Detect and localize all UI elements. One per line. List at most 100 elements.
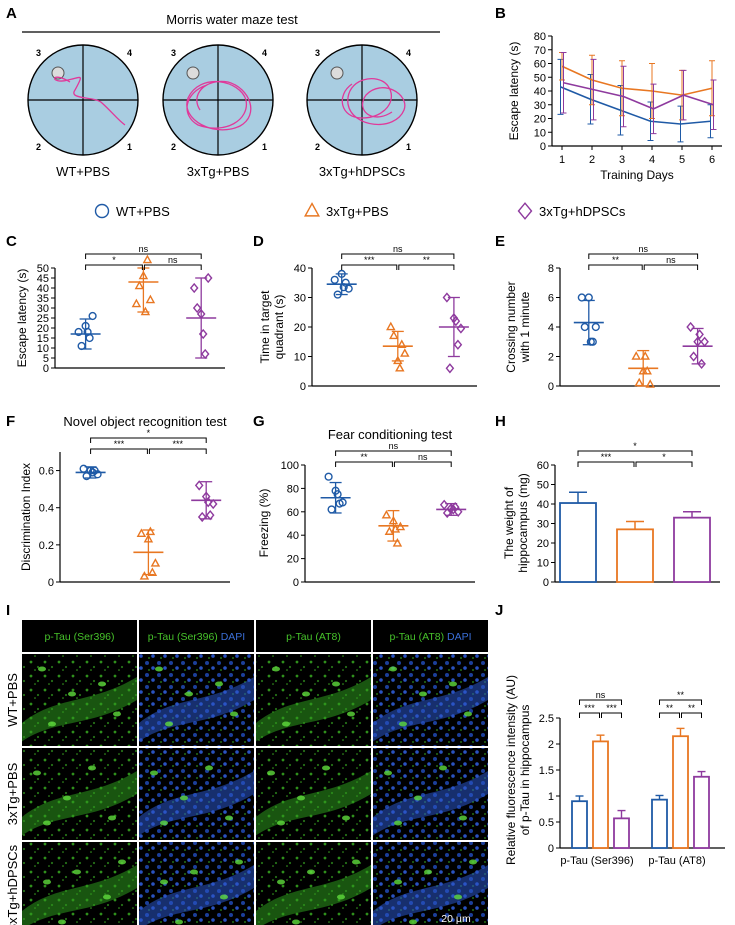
chart-b-ylabel: Escape latency (s) bbox=[507, 42, 521, 141]
micro-tau-signal bbox=[230, 711, 238, 717]
chart-f-y-tick-label: 0 bbox=[48, 577, 54, 589]
chart-f-data-point bbox=[82, 472, 91, 481]
chart-c-data-point bbox=[198, 328, 208, 340]
chart-c-data-point bbox=[200, 348, 210, 360]
micro-tau-signal bbox=[352, 859, 360, 865]
micro-tau-signal bbox=[160, 820, 168, 826]
chart-c-y-tick-label: 15 bbox=[37, 333, 49, 345]
chart-c-data-point bbox=[192, 302, 202, 314]
chart-j-y-tick-label: 2.5 bbox=[539, 713, 554, 725]
legend-marker-diamond bbox=[517, 202, 533, 220]
micro-tau-signal bbox=[225, 815, 233, 821]
chart-c-y-tick-label: 50 bbox=[37, 263, 49, 275]
chart-c-data-point bbox=[77, 341, 86, 351]
maze-title: Morris water maze test bbox=[166, 12, 298, 27]
chart-e-data-point bbox=[591, 322, 600, 332]
chart-e-data-point bbox=[700, 336, 709, 347]
chart-e-y-tick-label: 2 bbox=[548, 352, 554, 364]
micro-cell-layer bbox=[139, 771, 254, 836]
chart-g-ylabel: Freezing (%) bbox=[257, 489, 271, 558]
chart-h-sig-bracket bbox=[577, 461, 635, 467]
micro-tau-signal bbox=[332, 681, 340, 687]
chart-g-data-point bbox=[439, 499, 449, 510]
micro-tau-signal bbox=[322, 765, 330, 771]
chart-e-data-point bbox=[631, 351, 641, 360]
chart-e-y-tick-label: 6 bbox=[548, 293, 554, 305]
chart-f-data-point bbox=[197, 511, 207, 523]
chart-g-data-point bbox=[446, 503, 456, 514]
chart-d-ylabel: Time in targetquadrant (s) bbox=[258, 290, 286, 364]
chart-d-sig-label: ns bbox=[393, 244, 403, 254]
chart-g-y-tick-label: 80 bbox=[287, 483, 299, 495]
chart-h-sig-label: *** bbox=[601, 452, 612, 462]
maze-swim-trace bbox=[54, 76, 126, 126]
chart-j-bar bbox=[613, 817, 630, 849]
chart-c-data-point bbox=[140, 306, 151, 316]
chart-d-data-point bbox=[389, 330, 399, 340]
chart-e-data-point bbox=[640, 351, 650, 360]
panel-letter-i: I bbox=[6, 602, 10, 619]
panel-letter-b: B bbox=[495, 5, 506, 22]
chart-g-data-point bbox=[388, 515, 399, 525]
micro-tau-signal bbox=[165, 721, 173, 727]
micro-tau-signal bbox=[103, 894, 111, 900]
micro-header-cell bbox=[373, 620, 488, 652]
chart-h-sig-bracket bbox=[635, 461, 693, 467]
chart-f-sig-label: *** bbox=[114, 439, 125, 449]
micro-tau-signal bbox=[108, 815, 116, 821]
chart-d-data-point bbox=[453, 339, 463, 350]
micro-tau-signal bbox=[297, 795, 305, 801]
chart-f-data-point bbox=[203, 496, 213, 508]
micro-tau-signal bbox=[205, 765, 213, 771]
chart-c-data-point bbox=[145, 294, 156, 304]
chart-d-y-tick-label: 20 bbox=[294, 322, 306, 334]
chart-g-y-tick-label: 100 bbox=[281, 460, 299, 472]
chart-f-data-point bbox=[150, 558, 161, 567]
micro-tau-signal bbox=[215, 681, 223, 687]
chart-e-data-point bbox=[697, 358, 706, 370]
micro-cell-layer bbox=[256, 865, 371, 925]
micro-column-label: p-Tau (AT8) bbox=[286, 631, 341, 643]
micro-cell-layer bbox=[373, 771, 488, 836]
legend-marker-circle bbox=[94, 203, 110, 219]
maze-group-label: 3xTg+hDPSCs bbox=[319, 164, 406, 179]
chart-f-data-point bbox=[145, 526, 156, 536]
chart-d-y-tick-label: 0 bbox=[300, 381, 306, 393]
chart-e-data-point bbox=[693, 336, 702, 347]
chart-b-y-tick-label: 20 bbox=[534, 114, 546, 126]
micro-tau-signal bbox=[394, 820, 402, 826]
maze-quadrant-label: 3 bbox=[315, 48, 320, 58]
chart-j-y-tick-label: 0.5 bbox=[539, 817, 554, 829]
chart-d-y-tick-label: 30 bbox=[294, 293, 306, 305]
chart-b-series-line bbox=[561, 65, 713, 96]
chart-d-y-tick-label: 40 bbox=[294, 263, 306, 275]
chart-j-sig-label: ** bbox=[677, 690, 685, 700]
chart-b-y-tick-label: 30 bbox=[534, 100, 546, 112]
maze-pool: 3 4 2 1 3xTg+hDPSCs bbox=[306, 44, 418, 179]
chart-b-x-tick-label: 6 bbox=[709, 154, 715, 166]
micro-tau-signal bbox=[302, 691, 310, 697]
chart-e-data-point bbox=[577, 293, 586, 302]
chart-e-sig-label: ns bbox=[638, 244, 648, 254]
chart-f-data-point bbox=[147, 567, 158, 576]
chart-c-ylabel: Escape latency (s) bbox=[15, 269, 29, 368]
chart-g-data-point bbox=[384, 526, 395, 535]
chart-c-y-tick-label: 45 bbox=[37, 273, 49, 285]
chart-j-category-label: p-Tau (AT8) bbox=[648, 855, 705, 867]
chart-e-sig-label: ** bbox=[612, 255, 620, 265]
chart-b-y-tick-label: 70 bbox=[534, 45, 546, 57]
chart-e-sig-bracket bbox=[588, 264, 643, 270]
chart-b-y-tick-label: 50 bbox=[534, 72, 546, 84]
chart-d-data-point bbox=[341, 278, 350, 287]
chart-g-data-point bbox=[448, 504, 458, 515]
chart-g-title: Fear conditioning test bbox=[328, 427, 453, 442]
chart-j-sig-label: *** bbox=[584, 703, 595, 713]
maze-platform bbox=[51, 66, 65, 80]
micro-tau-signal bbox=[454, 894, 462, 900]
micro-tau-signal bbox=[185, 691, 193, 697]
panel-letter-f: F bbox=[6, 413, 15, 430]
micro-column-label: p-Tau (Ser396) DAPI bbox=[148, 631, 245, 643]
chart-c-y-tick-label: 40 bbox=[37, 283, 49, 295]
chart-j-sig-bracket bbox=[659, 699, 702, 705]
micro-cell-layer bbox=[22, 865, 137, 925]
